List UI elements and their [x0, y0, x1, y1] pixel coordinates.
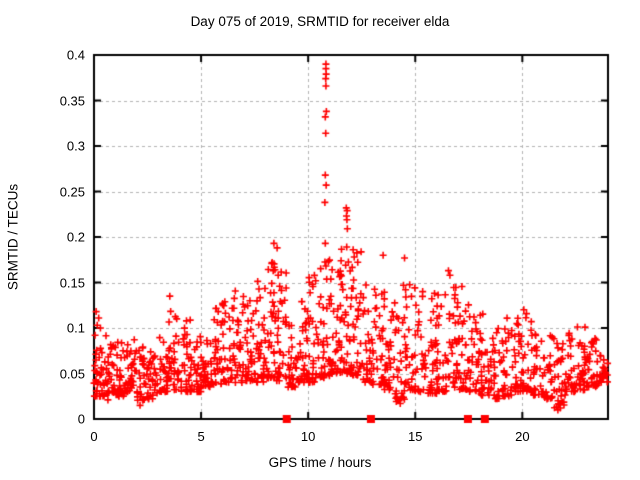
y-tick-label: 0.2: [66, 229, 85, 245]
x-tick-label: 15: [408, 429, 423, 444]
x-tick-label: 20: [515, 429, 530, 444]
x-tick-label: 5: [197, 429, 205, 444]
y-tick-label: 0.05: [59, 366, 85, 381]
x-axis-label: GPS time / hours: [268, 455, 372, 470]
y-tick-label: 0.15: [59, 275, 85, 290]
y-tick-label: 0.25: [59, 184, 85, 199]
y-tick-label: 0: [77, 411, 85, 427]
x-tick-label: 10: [300, 429, 316, 444]
y-tick-label: 0.35: [59, 93, 85, 108]
y-tick-label: 0.4: [66, 47, 85, 63]
chart-title: Day 075 of 2019, SRMTID for receiver eld…: [190, 14, 450, 29]
x-tick-label: 0: [90, 429, 98, 444]
y-tick-label: 0.1: [66, 320, 85, 336]
y-tick-label: 0.3: [66, 138, 85, 154]
